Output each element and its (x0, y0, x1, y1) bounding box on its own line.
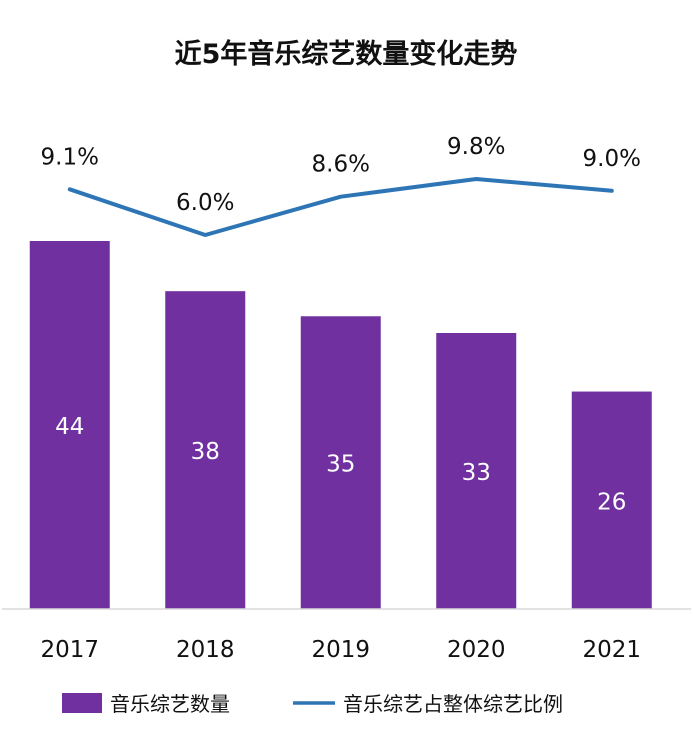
x-tick-2019: 2019 (311, 637, 370, 663)
chart-title: 近5年音乐综艺数量变化走势 (175, 38, 518, 70)
line-value-label-2019: 8.6% (312, 152, 370, 178)
legend-line-label: 音乐综艺占整体综艺比例 (343, 692, 563, 716)
bar-value-label-2018: 38 (191, 439, 220, 465)
bar-2017 (29, 241, 110, 609)
legend-bar-swatch (62, 693, 102, 713)
x-tick-2021: 2021 (582, 637, 641, 663)
bar-value-label-2021: 26 (597, 489, 626, 515)
bar-2020 (436, 333, 517, 609)
x-tick-labels: 2017 2018 2019 2020 2021 (40, 637, 641, 663)
bar-2019 (300, 316, 381, 609)
line-value-label-2018: 6.0% (176, 190, 234, 216)
bar-value-label-2019: 35 (326, 452, 355, 478)
line-value-label-2017: 9.1% (41, 144, 99, 170)
bar-2018 (165, 291, 246, 609)
ratio-line (67, 177, 614, 237)
line-value-label-2020: 9.8% (447, 134, 505, 160)
legend-bar-label: 音乐综艺数量 (110, 692, 230, 716)
x-tick-2020: 2020 (447, 637, 506, 663)
line-layer: 9.1% 6.0% 8.6% 9.8% 9.0% (41, 134, 641, 237)
bars-layer: 44 38 35 33 26 (29, 241, 652, 609)
line-value-label-2021: 9.0% (583, 146, 641, 172)
x-tick-2017: 2017 (40, 637, 99, 663)
legend: 音乐综艺数量 音乐综艺占整体综艺比例 (62, 692, 563, 716)
bar-2021 (571, 391, 652, 609)
bar-value-label-2017: 44 (55, 414, 84, 440)
x-tick-2018: 2018 (176, 637, 235, 663)
bar-value-label-2020: 33 (462, 460, 491, 486)
